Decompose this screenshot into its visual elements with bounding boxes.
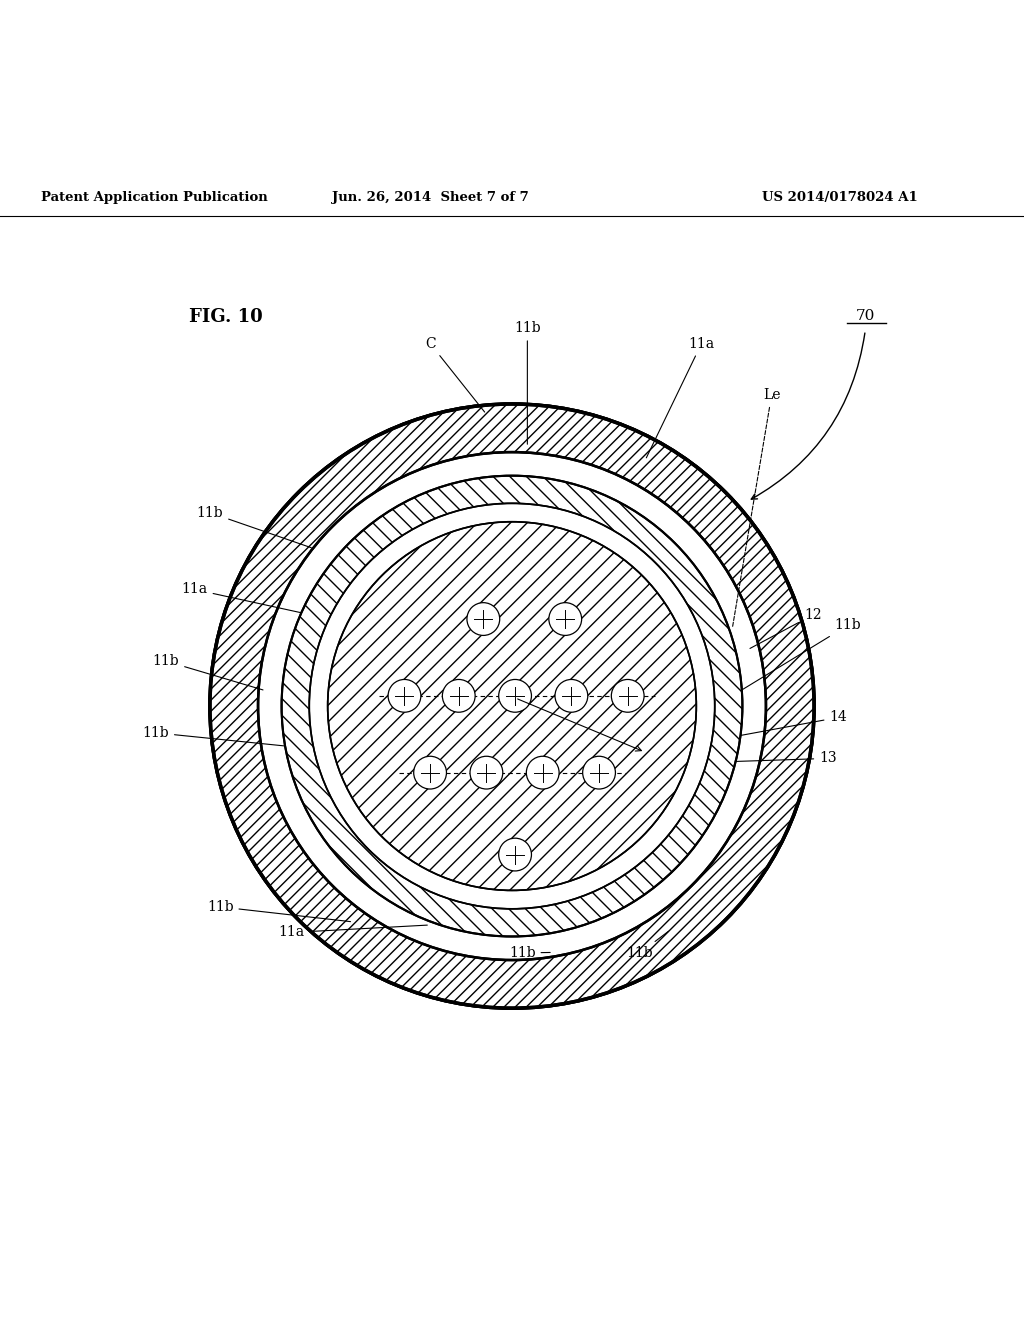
Circle shape (555, 680, 588, 713)
Circle shape (499, 680, 531, 713)
Text: 13: 13 (710, 751, 837, 766)
Circle shape (210, 404, 814, 1008)
Text: 11b: 11b (509, 946, 550, 960)
Text: 11a: 11a (279, 925, 427, 940)
Circle shape (210, 404, 814, 1008)
Circle shape (442, 680, 475, 713)
Circle shape (549, 603, 582, 635)
Circle shape (388, 680, 421, 713)
Text: 11a: 11a (646, 337, 715, 458)
Text: 11b: 11b (207, 900, 350, 921)
Circle shape (309, 503, 715, 909)
Circle shape (583, 756, 615, 789)
Text: 11a: 11a (181, 582, 325, 618)
Circle shape (467, 603, 500, 635)
Text: Jun. 26, 2014  Sheet 7 of 7: Jun. 26, 2014 Sheet 7 of 7 (332, 190, 528, 203)
Circle shape (470, 756, 503, 789)
Text: Le: Le (732, 388, 780, 627)
Text: US 2014/0178024 A1: US 2014/0178024 A1 (762, 190, 918, 203)
Text: 12: 12 (750, 609, 821, 648)
Text: 11b: 11b (197, 506, 311, 548)
Circle shape (526, 756, 559, 789)
Text: 14: 14 (736, 710, 847, 737)
Circle shape (258, 453, 766, 960)
Text: 70: 70 (856, 309, 874, 323)
Circle shape (414, 756, 446, 789)
Circle shape (611, 680, 644, 713)
Text: Patent Application Publication: Patent Application Publication (41, 190, 267, 203)
Text: 11b: 11b (142, 726, 293, 747)
Circle shape (328, 521, 696, 891)
Text: 11b: 11b (627, 931, 669, 960)
Text: 11b: 11b (153, 655, 263, 690)
Circle shape (282, 475, 742, 936)
Text: C: C (425, 337, 484, 412)
Text: FIG. 10: FIG. 10 (189, 308, 263, 326)
Circle shape (499, 838, 531, 871)
Text: 11b: 11b (514, 321, 541, 445)
Text: 11b: 11b (743, 618, 861, 689)
